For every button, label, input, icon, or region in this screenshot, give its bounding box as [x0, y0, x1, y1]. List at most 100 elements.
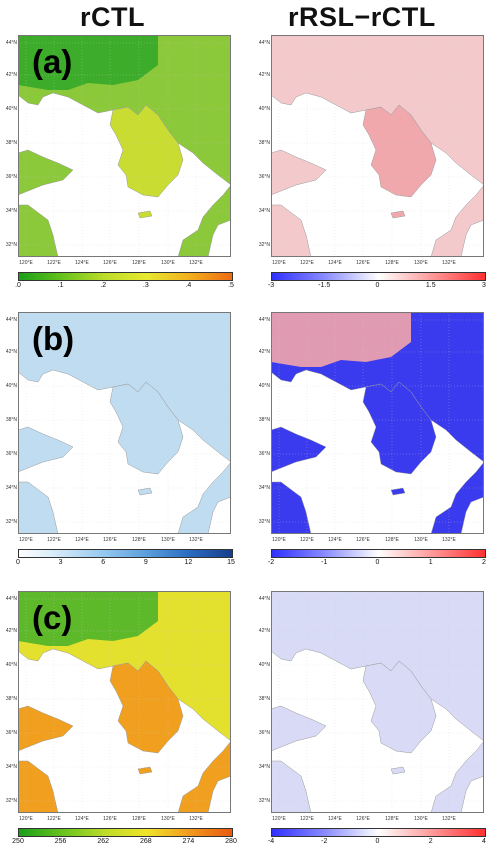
- colorbar-tick-label: 12: [184, 559, 193, 566]
- colorbar-tick-label: .1: [57, 282, 64, 289]
- map-panel-right: 44°N 42°N 40°N 38°N 36°N 34°N 32°N 120°E 122°E 12…: [259, 35, 484, 266]
- longitude-label: 130°E: [161, 537, 175, 543]
- latitude-label: 44°N: [5, 40, 17, 46]
- latitude-label: 44°N: [5, 317, 17, 323]
- longitude-label: 122°E: [47, 260, 61, 266]
- latitude-label: 40°N: [258, 383, 270, 389]
- land-shandong: [18, 149, 74, 196]
- colorbar-tick-label: 15: [227, 559, 235, 566]
- longitude-label: 128°E: [132, 816, 146, 822]
- colorbar-tick-label: 0: [375, 559, 380, 566]
- map-left: [18, 312, 231, 534]
- colorbar-right: [271, 828, 486, 837]
- latitude-label: 40°N: [5, 662, 17, 668]
- longitude-label: 132°E: [189, 816, 203, 822]
- longitude-label: 126°E: [103, 260, 117, 266]
- land-japan: [177, 461, 231, 534]
- land-northwest: [271, 312, 411, 367]
- latitude-label: 40°N: [5, 106, 17, 112]
- land-northwest: [18, 312, 158, 367]
- map-panel-left: 44°N 42°N 40°N 38°N 36°N 34°N 32°N 120°E 122°E 12…: [6, 35, 231, 266]
- latitude-label: 34°N: [5, 208, 17, 214]
- colorbar-tick-label: 2: [428, 838, 433, 845]
- longitude-label: 130°E: [161, 260, 175, 266]
- latitude-label: 42°N: [5, 628, 17, 634]
- latitude-label: 32°N: [258, 242, 270, 248]
- land-china-south: [18, 760, 59, 813]
- map-left: [18, 591, 231, 813]
- colorbar-right: [271, 272, 486, 281]
- longitude-label: 120°E: [272, 537, 286, 543]
- map-right: [271, 591, 484, 813]
- land-shandong: [271, 149, 327, 196]
- land-jeju: [137, 766, 153, 775]
- latitude-label: 36°N: [5, 730, 17, 736]
- latitude-label: 42°N: [258, 349, 270, 355]
- land-northwest: [18, 35, 158, 90]
- land-china-south: [271, 204, 312, 257]
- colorbar-tick-label: -2: [321, 838, 328, 845]
- latitude-label: 42°N: [5, 349, 17, 355]
- land-japan: [177, 740, 231, 813]
- colorbar-tick-label: 3: [482, 282, 486, 289]
- map-panel-right: 44°N 42°N 40°N 38°N 36°N 34°N 32°N 120°E 122°E 12…: [259, 591, 484, 822]
- longitude-label: 132°E: [442, 260, 456, 266]
- latitude-label: 42°N: [258, 72, 270, 78]
- land-china-south: [18, 481, 59, 534]
- land-shandong: [18, 426, 74, 473]
- land-northwest: [271, 35, 411, 90]
- longitude-label: 132°E: [442, 816, 456, 822]
- latitude-label: 36°N: [5, 451, 17, 457]
- latitude-label: 44°N: [258, 317, 270, 323]
- longitude-label: 132°E: [442, 537, 456, 543]
- colorbar-tick-label: -1: [321, 559, 328, 566]
- colorbar-tick-label: .3: [142, 282, 149, 289]
- longitude-label: 120°E: [272, 260, 286, 266]
- latitude-label: 34°N: [258, 208, 270, 214]
- longitude-label: 126°E: [103, 537, 117, 543]
- colorbar-tick-label: 4: [482, 838, 486, 845]
- panel-label: (c): [32, 599, 73, 636]
- longitude-label: 130°E: [414, 816, 428, 822]
- latitude-label: 40°N: [258, 662, 270, 668]
- longitude-label: 126°E: [356, 260, 370, 266]
- land-japan: [430, 461, 484, 534]
- latitude-label: 38°N: [258, 140, 270, 146]
- longitude-label: 126°E: [356, 537, 370, 543]
- colorbar-tick-label: -2: [267, 559, 275, 566]
- land-japan: [430, 740, 484, 813]
- land-jeju: [390, 210, 406, 219]
- colorbar-tick-label: -4: [267, 838, 275, 845]
- colorbar-tick-label: 6: [101, 559, 106, 566]
- latitude-label: 32°N: [258, 798, 270, 804]
- colorbar-left: [18, 828, 233, 837]
- longitude-label: 130°E: [414, 260, 428, 266]
- colorbar-tick-label: 280: [225, 838, 237, 845]
- colorbar-left: [18, 549, 233, 558]
- latitude-label: 32°N: [258, 519, 270, 525]
- longitude-label: 128°E: [385, 260, 399, 266]
- latitude-label: 36°N: [258, 451, 270, 457]
- longitude-label: 128°E: [132, 260, 146, 266]
- colorbar-tick-label: .4: [185, 282, 192, 289]
- colorbar-tick-label: 1: [428, 559, 433, 566]
- latitude-label: 36°N: [258, 174, 270, 180]
- land-japan: [177, 184, 231, 257]
- colorbar-tick-label: 1.5: [425, 282, 436, 289]
- colorbar-tick-label: 268: [139, 838, 152, 845]
- longitude-label: 124°E: [75, 816, 89, 822]
- longitude-label: 120°E: [19, 260, 33, 266]
- colorbar-tick-label: .2: [100, 282, 107, 289]
- colorbar-tick-label: 256: [54, 838, 67, 845]
- latitude-label: 44°N: [258, 596, 270, 602]
- latitude-label: 32°N: [5, 242, 17, 248]
- longitude-label: 128°E: [385, 537, 399, 543]
- right-column-title: rRSL−rCTL: [288, 2, 436, 32]
- colorbar-left: [18, 272, 233, 281]
- longitude-label: 130°E: [414, 537, 428, 543]
- latitude-label: 38°N: [5, 140, 17, 146]
- latitude-label: 32°N: [5, 798, 17, 804]
- latitude-label: 34°N: [258, 764, 270, 770]
- land-china-south: [18, 204, 59, 257]
- latitude-label: 34°N: [5, 485, 17, 491]
